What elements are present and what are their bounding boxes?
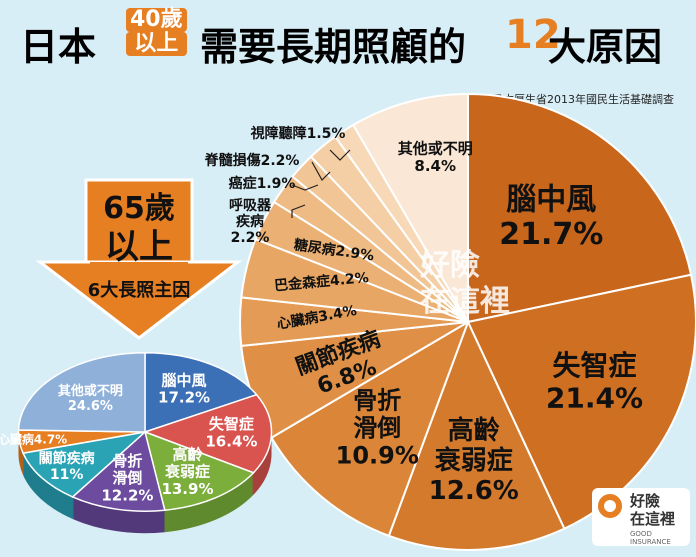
secondary-pie-slice-frailty: [143, 430, 255, 512]
arrow-line3: 6大長照主因: [88, 279, 191, 301]
main-label-cancer: 癌症1.9%: [229, 175, 296, 192]
main-pie-slice-other: [351, 92, 469, 326]
leader-respiratory: [291, 204, 306, 218]
small-label-dementia: 失智症 16.4%: [205, 415, 257, 450]
secondary-pie-slice-stroke: [144, 352, 258, 434]
title-part5: 大原因: [548, 25, 663, 69]
title-age-line1: 40歲: [126, 8, 187, 32]
logo-text: 好險 在這裡: [630, 492, 675, 528]
main-label-frailty: 高齡衰弱症 12.6%: [429, 415, 519, 506]
main-pie-slice-stroke: [467, 92, 693, 324]
main-label-sensory: 視障聽障1.5%: [250, 125, 346, 142]
small-label-stroke: 腦中風 17.2%: [158, 371, 210, 406]
main-pie: 腦中風 21.7%失智症 21.4%高齡衰弱症 12.6%骨折滑倒 10.9%關節疾病6…: [204, 92, 696, 551]
small-label-fracture: 骨折滑倒 12.2%: [101, 452, 153, 505]
arrow-line1: 65歲: [103, 191, 175, 226]
main-label-fracture: 骨折滑倒 10.9%: [336, 386, 419, 469]
secondary-pie-slice-fracture: [71, 430, 166, 512]
main-label-dementia: 失智症 21.4%: [546, 349, 643, 414]
small-label-joint: 關節疾病 11%: [39, 450, 95, 483]
logo-g-icon: [598, 494, 622, 518]
secondary-pie: 腦中風 17.2% 失智症 16.4%高齡衰弱症 13.9%骨折滑倒 12.2%關節疾病 1…: [0, 352, 273, 534]
secondary-pie-slice-other: [17, 352, 146, 433]
title-part1: 日本: [20, 25, 97, 69]
leader-sensory: [329, 149, 351, 161]
title-age-line2: 以上: [126, 32, 187, 56]
source-note: 日本厚生省2013年國民生活基礎調查: [492, 93, 674, 106]
watermark-line1: 好險: [420, 248, 480, 283]
title-age-box: 40歲 以上: [126, 8, 187, 56]
secondary-pie-slice-dementia: [142, 393, 273, 474]
logo-sub: GOOD INSURANCE: [630, 530, 671, 546]
title-number: 12: [505, 12, 561, 58]
arrow-joint: [90, 262, 188, 268]
watermark: 好險 在這裡: [420, 248, 510, 320]
title-part3: 需要長期照顧的: [200, 25, 467, 69]
main-label-stroke: 腦中風 21.7%: [499, 182, 603, 252]
main-pie-slice-fracture: [270, 319, 470, 538]
small-label-frailty: 高齡衰弱症 13.9%: [161, 445, 213, 498]
leader-cancer: [291, 184, 319, 191]
leader-lines: [291, 149, 351, 218]
small-label-other: 其他或不明 24.6%: [58, 383, 123, 414]
small-label-heart: 心臟病4.7%: [0, 432, 67, 447]
leader-spinal: [311, 161, 331, 181]
logo-line1: 好險: [630, 492, 661, 510]
brand-logo: 好險 在這裡 GOOD INSURANCE: [592, 488, 690, 546]
main-label-other: 其他或不明 8.4%: [398, 140, 473, 175]
age65-arrow: 65歲 以上 6大長照主因: [35, 178, 243, 340]
main-label-spinal: 脊髓損傷2.2%: [204, 152, 300, 169]
main-pie-slice-frailty: [387, 319, 566, 551]
arrow-line2: 以上: [105, 227, 173, 267]
logo-line2: 在這裡: [630, 510, 676, 528]
watermark-line2: 在這裡: [420, 284, 510, 319]
main-label-respiratory: 呼吸器疾病 2.2%: [229, 197, 272, 246]
